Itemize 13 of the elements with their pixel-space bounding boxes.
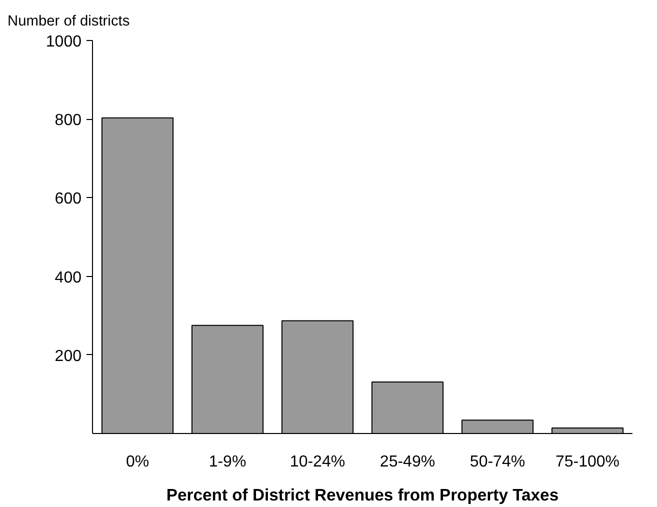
x-tick-label: 0% bbox=[126, 454, 150, 470]
x-tick-label: 25-49% bbox=[380, 454, 436, 470]
y-tick-label: 800 bbox=[54, 112, 82, 130]
x-tick-label: 1-9% bbox=[208, 454, 246, 470]
y-tick-label: 600 bbox=[54, 190, 82, 208]
y-axis-title: Number of districts bbox=[8, 14, 130, 30]
x-tick-label: 75-100% bbox=[555, 454, 620, 470]
y-tick-label: 200 bbox=[54, 348, 82, 365]
x-tick-label: 50-74% bbox=[470, 454, 526, 470]
x-tick-label: 10-24% bbox=[290, 454, 346, 470]
y-tick-label: 400 bbox=[54, 269, 82, 286]
x-axis-title: Percent of District Revenues from Property Taxes bbox=[166, 486, 559, 504]
y-tick-label: 1000 bbox=[46, 34, 82, 50]
